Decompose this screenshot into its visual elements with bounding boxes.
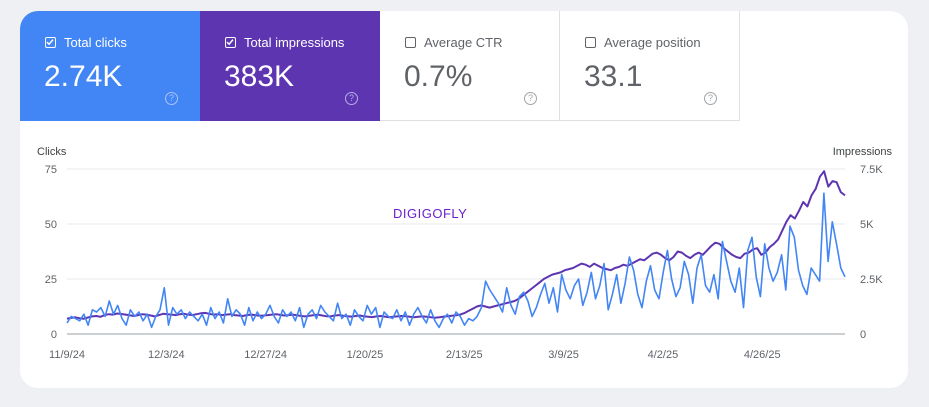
metric-label: Total impressions [244,35,345,50]
metric-label: Average position [604,35,701,50]
metric-total-impressions[interactable]: Total impressions 383K ? [200,11,380,121]
help-icon[interactable]: ? [345,92,358,105]
x-tick-label: 3/9/25 [548,349,579,361]
checkbox-checked-icon[interactable] [225,37,236,48]
right-axis-title: Impressions [833,146,893,158]
help-icon[interactable]: ? [524,92,537,105]
performance-chart[interactable]: Clicks Impressions DIGIGOFLY 0 25 50 75 0 2.5… [20,11,908,388]
x-tick-label: 4/2/25 [648,349,679,361]
watermark-text: DIGIGOFLY [393,206,467,221]
x-tick-label: 1/20/25 [347,349,384,361]
metric-label: Average CTR [424,35,503,50]
right-tick-label: 0 [860,329,866,341]
checkbox-unchecked-icon[interactable] [405,37,416,48]
metric-value: 33.1 [584,60,643,93]
left-axis-title: Clicks [37,146,67,158]
checkbox-checked-icon[interactable] [45,37,56,48]
metric-tabs: Total clicks 2.74K ? Total impressions 3… [20,11,741,121]
metric-total-clicks[interactable]: Total clicks 2.74K ? [20,11,200,121]
metric-label: Total clicks [64,35,127,50]
help-icon[interactable]: ? [165,92,178,105]
x-tick-label: 11/9/24 [49,349,85,361]
help-icon[interactable]: ? [704,92,717,105]
checkbox-unchecked-icon[interactable] [585,37,596,48]
left-tick-label: 75 [45,164,57,176]
metric-average-position[interactable]: Average position 33.1 ? [560,11,740,121]
metric-value: 0.7% [404,60,473,93]
right-tick-label: 7.5K [860,164,883,176]
x-tick-label: 12/27/24 [244,349,287,361]
left-tick-label: 50 [45,219,57,231]
metric-value: 383K [224,60,295,93]
right-tick-label: 5K [860,219,874,231]
left-tick-label: 25 [45,274,57,286]
impressions-series-line [66,170,846,320]
x-tick-label: 4/26/25 [744,349,781,361]
metric-average-ctr[interactable]: Average CTR 0.7% ? [380,11,560,121]
metric-value: 2.74K [44,60,123,93]
x-tick-label: 2/13/25 [446,349,483,361]
left-tick-label: 0 [51,329,57,341]
x-tick-label: 12/3/24 [148,349,185,361]
performance-card: Total clicks 2.74K ? Total impressions 3… [20,11,908,388]
right-tick-label: 2.5K [860,274,883,286]
clicks-series-line [66,192,846,329]
